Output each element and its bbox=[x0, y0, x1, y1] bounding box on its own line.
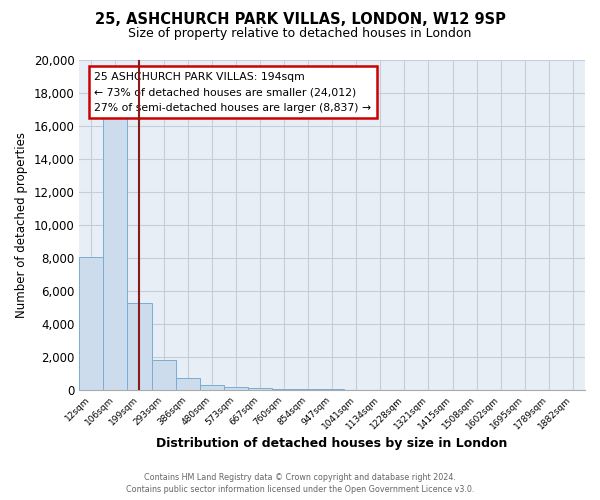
Bar bbox=[272, 389, 296, 390]
Bar bbox=[127, 303, 152, 390]
Bar bbox=[224, 386, 248, 390]
Bar bbox=[176, 378, 200, 390]
X-axis label: Distribution of detached houses by size in London: Distribution of detached houses by size … bbox=[157, 437, 508, 450]
Bar bbox=[103, 118, 127, 390]
Bar bbox=[200, 386, 224, 390]
Bar bbox=[296, 389, 320, 390]
Bar bbox=[79, 256, 103, 390]
Bar bbox=[248, 388, 272, 390]
Text: Contains HM Land Registry data © Crown copyright and database right 2024.
Contai: Contains HM Land Registry data © Crown c… bbox=[126, 472, 474, 494]
Bar bbox=[152, 360, 176, 390]
Text: 25, ASHCHURCH PARK VILLAS, LONDON, W12 9SP: 25, ASHCHURCH PARK VILLAS, LONDON, W12 9… bbox=[95, 12, 505, 28]
Text: Size of property relative to detached houses in London: Size of property relative to detached ho… bbox=[128, 28, 472, 40]
Y-axis label: Number of detached properties: Number of detached properties bbox=[15, 132, 28, 318]
Text: 25 ASHCHURCH PARK VILLAS: 194sqm
← 73% of detached houses are smaller (24,012)
2: 25 ASHCHURCH PARK VILLAS: 194sqm ← 73% o… bbox=[94, 72, 371, 113]
